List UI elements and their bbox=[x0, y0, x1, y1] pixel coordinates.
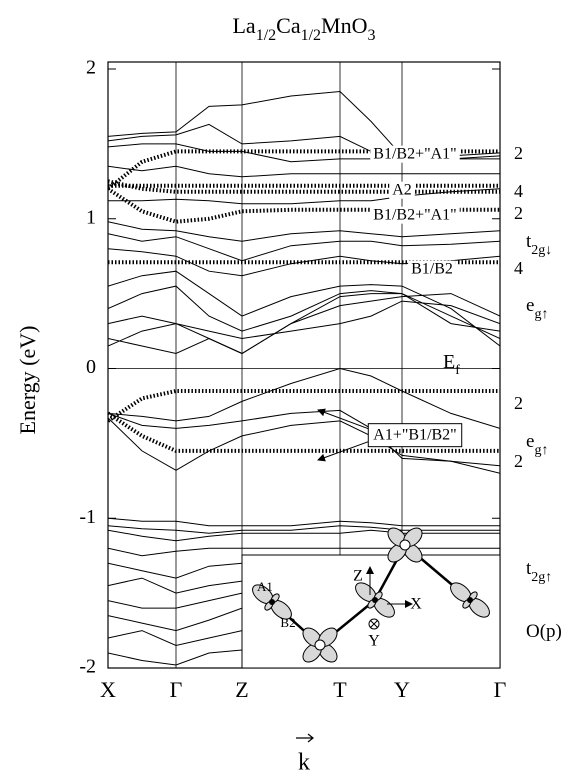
inset-label: Y bbox=[368, 633, 380, 650]
arrow bbox=[317, 408, 369, 430]
orbital-label: t2g↑ bbox=[526, 558, 552, 584]
text-part: E bbox=[443, 351, 455, 373]
subscript: f bbox=[455, 363, 460, 378]
dotted-band bbox=[108, 149, 500, 191]
subscript: 3 bbox=[368, 27, 376, 44]
atom-site bbox=[399, 539, 411, 551]
degeneracy: 2 bbox=[514, 451, 523, 471]
label-bg bbox=[370, 206, 460, 224]
band-label: A2 bbox=[392, 182, 412, 199]
atom bbox=[372, 597, 378, 603]
vector-arrow bbox=[296, 733, 314, 743]
fermi-label: Ef bbox=[443, 351, 460, 378]
x-tick-label: Y bbox=[394, 677, 410, 702]
inset-label: Z bbox=[353, 568, 363, 585]
x-tick-label: Γ bbox=[170, 677, 183, 702]
band bbox=[108, 529, 500, 542]
label-bg bbox=[389, 181, 415, 199]
y-tick-label: 0 bbox=[86, 356, 96, 378]
degeneracy: 4 bbox=[514, 181, 523, 201]
x-tick-label: X bbox=[100, 677, 116, 702]
atom bbox=[269, 599, 275, 605]
x-tick-label: T bbox=[333, 677, 347, 702]
arrow bbox=[317, 441, 369, 462]
band bbox=[108, 285, 500, 332]
chart-title: La1/2Ca1/2MnO3 bbox=[232, 13, 375, 44]
degeneracy: 4 bbox=[514, 258, 523, 278]
x-axis-label: k bbox=[298, 750, 310, 776]
subscript: 2g↑ bbox=[531, 570, 552, 585]
label-box bbox=[367, 423, 463, 448]
text-part: e bbox=[526, 295, 534, 316]
text-part: e bbox=[526, 431, 534, 452]
band bbox=[108, 221, 500, 242]
band-label: B1/B2 bbox=[411, 261, 453, 278]
subscript: 1/2 bbox=[301, 27, 321, 44]
text-part: La bbox=[232, 13, 255, 38]
atom-site bbox=[314, 639, 326, 651]
atom bbox=[467, 597, 473, 603]
axis-into bbox=[368, 618, 380, 630]
degeneracy: 2 bbox=[514, 203, 523, 223]
band bbox=[108, 233, 500, 262]
band-label: B1/B2+"A1" bbox=[373, 146, 456, 163]
subscript: 1/2 bbox=[256, 27, 276, 44]
y-tick-label: 1 bbox=[86, 206, 96, 228]
degeneracy: 2 bbox=[514, 393, 523, 413]
y-tick-label: 2 bbox=[86, 57, 96, 79]
label-bg bbox=[370, 145, 460, 163]
band bbox=[108, 409, 500, 467]
inset-label: B2 bbox=[280, 615, 295, 630]
text-part: t bbox=[526, 231, 532, 252]
text-part: t bbox=[526, 558, 532, 579]
subscript: g↑ bbox=[534, 443, 548, 458]
orbital-label: eg↑ bbox=[526, 295, 548, 321]
text-part: MnO bbox=[321, 13, 367, 38]
band bbox=[108, 293, 500, 355]
band bbox=[108, 270, 500, 347]
band bbox=[108, 417, 500, 474]
axis-into-cross bbox=[370, 620, 378, 628]
band bbox=[108, 293, 500, 355]
label-bg bbox=[408, 260, 456, 278]
text-part: Ca bbox=[276, 13, 301, 38]
x-tick-label: Z bbox=[235, 677, 248, 702]
orbital-label: O(p) bbox=[526, 621, 562, 642]
y-tick-label: -2 bbox=[79, 656, 96, 678]
band bbox=[108, 165, 500, 178]
x-tick-label: Γ bbox=[494, 677, 507, 702]
band bbox=[108, 367, 500, 429]
band bbox=[108, 525, 500, 534]
band bbox=[108, 300, 500, 347]
band-label: A1+"B1/B2" bbox=[373, 427, 456, 444]
y-tick-label: -1 bbox=[79, 506, 96, 528]
inset-label: A1 bbox=[257, 579, 273, 594]
band bbox=[108, 188, 500, 205]
degeneracy: 2 bbox=[514, 143, 523, 163]
orbital-label: t2g↓ bbox=[526, 231, 552, 257]
orbital-label: eg↑ bbox=[526, 431, 548, 457]
inset-label: X bbox=[410, 596, 422, 613]
dotted-band bbox=[108, 411, 500, 453]
y-axis-label: Energy (eV) bbox=[15, 326, 40, 435]
subscript: 2g↓ bbox=[531, 243, 552, 258]
text-part: O(p) bbox=[526, 621, 562, 642]
band-label: B1/B2+"A1" bbox=[373, 207, 456, 224]
dotted-band bbox=[108, 389, 500, 423]
subscript: g↑ bbox=[534, 307, 548, 322]
band bbox=[108, 517, 500, 527]
